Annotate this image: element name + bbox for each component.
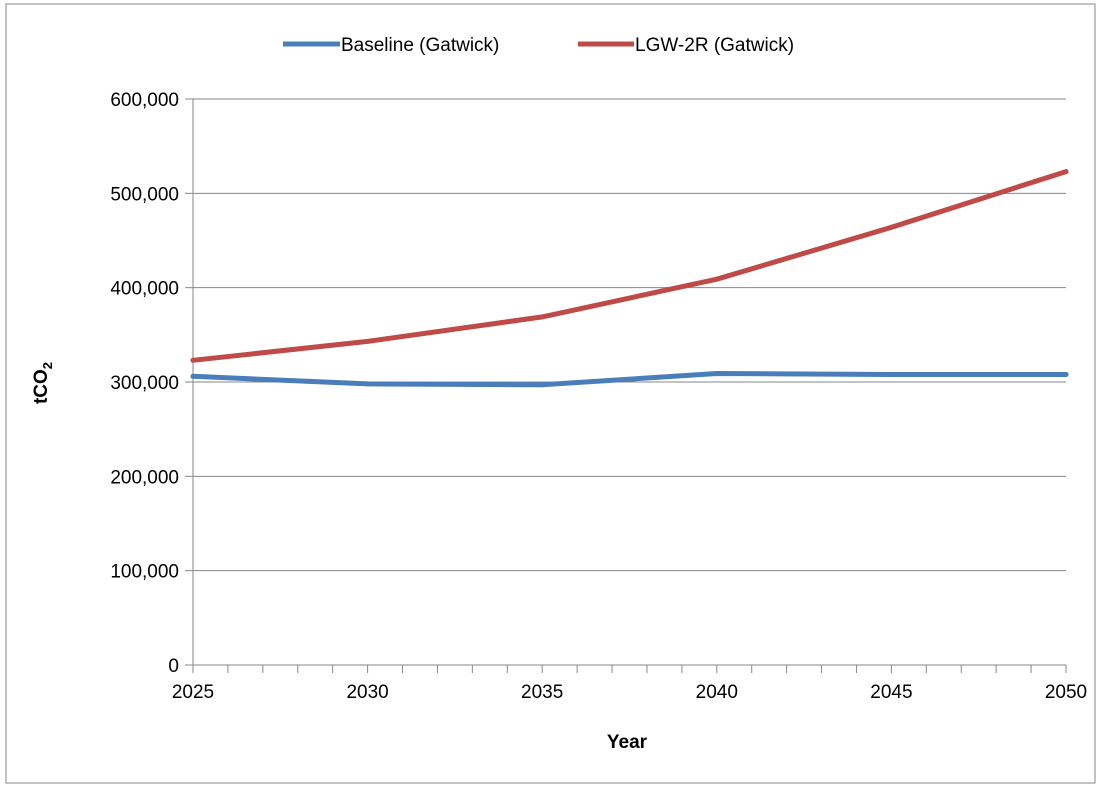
data-point bbox=[539, 314, 545, 320]
y-tick-label: 200,000 bbox=[110, 467, 179, 488]
y-tick-label: 300,000 bbox=[110, 373, 179, 394]
x-tick-label: 2045 bbox=[870, 682, 912, 703]
y-tick-label: 400,000 bbox=[110, 279, 179, 300]
x-tick-label: 2040 bbox=[696, 682, 738, 703]
y-axis-ticks: 0 100,000 200,000 300,000 400,000 500,000 600,… bbox=[110, 90, 193, 677]
series-lines bbox=[190, 169, 1069, 388]
data-point bbox=[888, 371, 894, 377]
legend: Baseline (Gatwick) LGW-2R (Gatwick) bbox=[283, 35, 794, 56]
x-tick-label: 2035 bbox=[521, 682, 563, 703]
data-point bbox=[888, 224, 894, 230]
x-tick-label: 2050 bbox=[1045, 682, 1087, 703]
y-axis-label-subscript: 2 bbox=[40, 362, 55, 369]
series-line-0 bbox=[190, 371, 1069, 388]
data-point bbox=[714, 371, 720, 377]
y-tick-label: 100,000 bbox=[110, 562, 179, 583]
data-point bbox=[539, 382, 545, 388]
y-tick-label: 600,000 bbox=[110, 90, 179, 111]
x-axis-ticks: 2025 2030 2035 2040 2045 2050 bbox=[172, 665, 1087, 703]
legend-label-lgw-2r: LGW-2R (Gatwick) bbox=[635, 35, 794, 56]
data-point bbox=[714, 276, 720, 282]
data-point bbox=[1063, 169, 1069, 175]
y-tick-label: 0 bbox=[168, 656, 179, 677]
data-point bbox=[365, 381, 371, 387]
y-axis-label: tCO2 bbox=[31, 362, 55, 404]
series-line-1 bbox=[190, 169, 1069, 363]
chart-border bbox=[5, 3, 1096, 784]
data-point bbox=[190, 373, 196, 379]
data-point bbox=[1063, 371, 1069, 377]
legend-label-baseline: Baseline (Gatwick) bbox=[341, 35, 499, 56]
y-axis-label-main: tCO bbox=[31, 369, 52, 404]
data-point bbox=[365, 338, 371, 344]
x-tick-label: 2025 bbox=[172, 682, 214, 703]
x-tick-label: 2030 bbox=[346, 682, 388, 703]
x-axis-label: Year bbox=[607, 732, 648, 753]
data-point bbox=[190, 357, 196, 363]
y-tick-label: 500,000 bbox=[110, 184, 179, 205]
